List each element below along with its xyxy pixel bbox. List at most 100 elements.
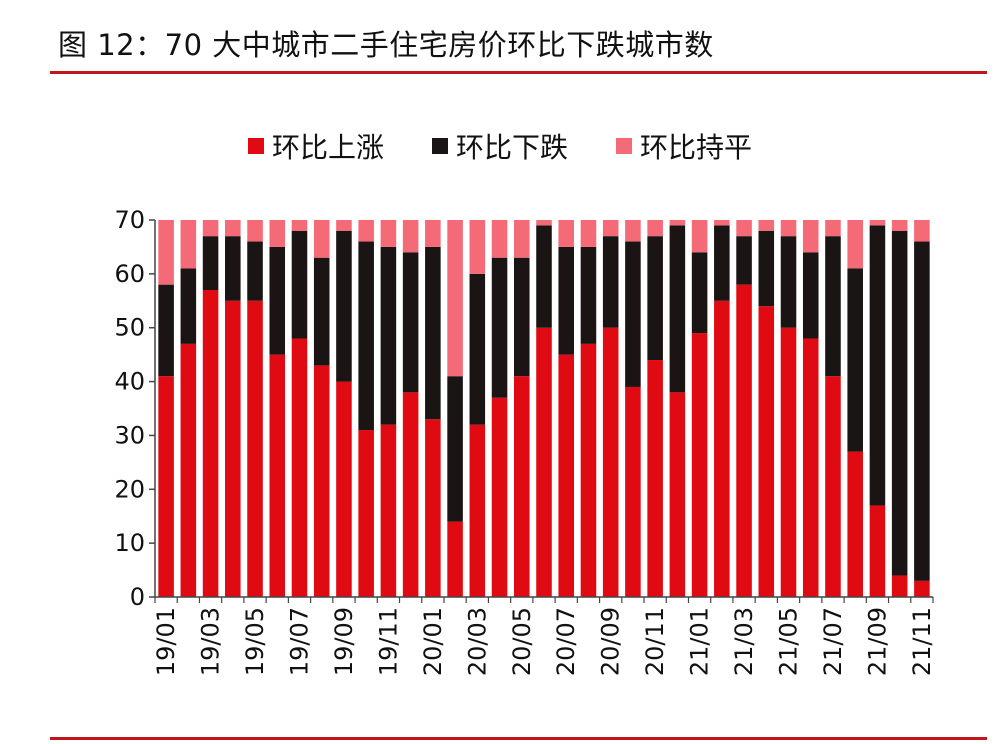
bar-up-20-11 xyxy=(647,360,663,597)
bar-down-21-07 xyxy=(825,236,841,377)
x-tick-label: 21/07 xyxy=(819,607,847,676)
bar-down-20-04 xyxy=(491,257,508,398)
bar-down-20-10 xyxy=(625,241,641,387)
x-tick-label: 20/07 xyxy=(552,607,580,676)
bar-flat-21-06 xyxy=(802,220,819,253)
x-tick-label: 21/11 xyxy=(908,607,936,676)
legend: 环比上涨 环比下跌 环比持平 xyxy=(0,126,1000,166)
bar-flat-20-08 xyxy=(580,220,597,247)
bar-up-20-12 xyxy=(669,392,686,597)
x-tick-label: 19/11 xyxy=(374,607,402,676)
bar-flat-20-04 xyxy=(491,220,508,258)
bar-down-20-02 xyxy=(447,376,463,522)
legend-swatch-flat xyxy=(616,138,632,154)
bar-up-19-08 xyxy=(313,365,330,597)
bar-flat-20-05 xyxy=(513,220,530,258)
bar-flat-20-01 xyxy=(425,220,441,247)
bar-down-19-09 xyxy=(336,230,352,382)
footer-rule xyxy=(50,737,987,740)
bar-up-20-03 xyxy=(469,424,486,597)
bar-up-19-11 xyxy=(380,424,397,597)
bar-up-21-07 xyxy=(825,376,841,597)
bar-down-20-09 xyxy=(602,236,619,328)
bar-down-20-03 xyxy=(469,273,486,425)
bar-up-19-09 xyxy=(336,381,352,597)
bar-flat-21-10 xyxy=(891,220,908,231)
title-rule xyxy=(50,71,987,74)
bar-flat-21-01 xyxy=(691,220,708,253)
bar-flat-21-07 xyxy=(825,220,841,237)
bar-up-20-09 xyxy=(602,327,619,597)
bar-up-21-02 xyxy=(714,300,730,597)
bar-down-20-12 xyxy=(669,225,686,393)
bar-down-21-05 xyxy=(780,236,797,328)
x-tick-label: 21/05 xyxy=(775,607,803,676)
bar-up-21-04 xyxy=(758,306,775,597)
bar-down-21-10 xyxy=(891,230,908,576)
bar-flat-19-04 xyxy=(225,220,241,237)
y-tick-label: 50 xyxy=(114,314,145,342)
bar-up-20-04 xyxy=(491,397,508,597)
y-tick-label: 10 xyxy=(114,529,145,557)
bar-flat-20-02 xyxy=(447,220,463,377)
bar-up-19-07 xyxy=(291,338,308,597)
bar-down-19-12 xyxy=(402,252,419,393)
bar-flat-19-10 xyxy=(358,220,374,242)
legend-swatch-up xyxy=(247,138,264,154)
bar-up-19-05 xyxy=(247,300,263,597)
bar-down-20-01 xyxy=(425,246,441,420)
bars-layer xyxy=(158,220,930,597)
y-tick-label: 60 xyxy=(114,260,145,288)
bar-up-20-08 xyxy=(580,343,597,597)
bar-up-21-08 xyxy=(847,451,863,597)
bar-down-21-08 xyxy=(847,268,863,452)
bar-up-20-01 xyxy=(425,419,441,597)
bar-down-19-01 xyxy=(158,284,174,377)
x-tick-label: 19/03 xyxy=(197,607,225,676)
legend-label-up: 环比上涨 xyxy=(271,131,384,164)
bar-flat-20-11 xyxy=(647,220,663,237)
bar-down-19-03 xyxy=(202,236,219,291)
x-tick-label: 19/09 xyxy=(330,607,358,676)
bar-flat-19-03 xyxy=(202,220,219,237)
x-tick-label: 19/07 xyxy=(285,607,313,676)
bar-flat-19-11 xyxy=(380,220,397,247)
bar-up-19-02 xyxy=(180,343,197,597)
x-tick-label: 20/01 xyxy=(419,607,447,676)
bar-up-21-01 xyxy=(691,333,708,597)
y-tick-label: 70 xyxy=(114,206,145,234)
bar-down-20-06 xyxy=(536,225,552,328)
bar-up-21-09 xyxy=(869,505,886,597)
y-tick-label: 20 xyxy=(114,475,145,503)
bar-down-21-01 xyxy=(691,252,708,334)
bar-down-19-08 xyxy=(313,257,330,366)
bar-flat-19-09 xyxy=(336,220,352,231)
bar-up-21-10 xyxy=(891,575,908,597)
bar-flat-20-06 xyxy=(536,220,552,226)
bar-up-20-06 xyxy=(536,327,552,597)
bar-down-19-06 xyxy=(269,246,286,355)
bar-up-19-04 xyxy=(225,300,241,597)
bar-up-21-03 xyxy=(736,284,752,597)
bar-flat-21-02 xyxy=(714,220,730,226)
x-tick-label: 19/01 xyxy=(152,607,180,676)
x-tick-label: 20/09 xyxy=(597,607,625,676)
legend-swatch-down xyxy=(431,138,448,154)
bar-flat-21-09 xyxy=(869,220,886,226)
bar-down-20-07 xyxy=(558,246,575,355)
bar-up-21-06 xyxy=(802,338,819,597)
bar-up-19-03 xyxy=(202,290,219,597)
bar-down-19-05 xyxy=(247,241,263,301)
legend-item-up: 环比上涨 xyxy=(247,126,384,166)
bar-down-21-02 xyxy=(714,225,730,301)
bar-flat-19-02 xyxy=(180,220,197,269)
bar-down-20-11 xyxy=(647,236,663,361)
bar-flat-19-05 xyxy=(247,220,263,242)
bar-flat-19-06 xyxy=(269,220,286,247)
bar-flat-21-08 xyxy=(847,220,863,269)
bar-flat-19-07 xyxy=(291,220,308,231)
legend-item-down: 环比下跌 xyxy=(431,126,568,166)
bar-down-20-05 xyxy=(513,257,530,377)
bar-down-19-04 xyxy=(225,236,241,301)
y-tick-label: 40 xyxy=(114,368,145,396)
